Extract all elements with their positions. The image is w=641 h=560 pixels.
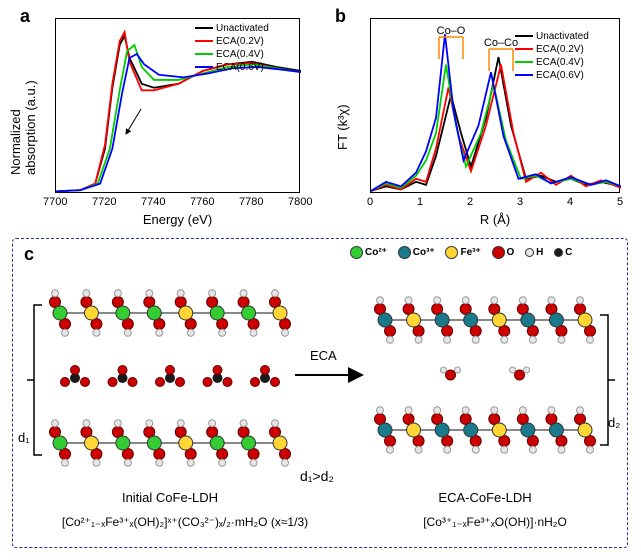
d1-label: d₁ bbox=[18, 430, 30, 445]
eca-label: ECA bbox=[310, 348, 337, 363]
eca-arrow bbox=[290, 360, 370, 390]
legend-a: UnactivatedECA(0.2V)ECA(0.4V)ECA(0.6V) bbox=[195, 22, 269, 74]
legend-b: UnactivatedECA(0.2V)ECA(0.4V)ECA(0.6V) bbox=[515, 30, 589, 82]
panel-a-label: a bbox=[20, 6, 30, 27]
chart-b-ylabel: FT (k³χ) bbox=[335, 70, 350, 150]
inequality-label: d₁>d₂ bbox=[300, 468, 334, 484]
ion-legend: Co²⁺ Co³⁺ Fe³⁺ O H C bbox=[350, 246, 580, 259]
svg-text:Co–O: Co–O bbox=[437, 25, 466, 37]
chart-a-ylabel: Normalized absorption (a.u.) bbox=[8, 45, 38, 175]
panel-c-label: c bbox=[24, 244, 34, 265]
svg-text:Co–Co: Co–Co bbox=[484, 37, 518, 49]
d2-label: d₂ bbox=[608, 415, 620, 430]
struct-left bbox=[45, 268, 295, 488]
chart-b-xlabel: R (Å) bbox=[370, 212, 620, 227]
left-title: Initial CoFe-LDH bbox=[45, 490, 295, 505]
struct-right bbox=[370, 280, 600, 475]
left-formula: [Co²⁺₁₋ₓFe³⁺ₓ(OH)₂]ˣ⁺(CO₃²⁻)ₓ/₂·mH₂O (x≈… bbox=[30, 515, 340, 529]
right-formula: [Co³⁺₁₋ₓFe³⁺ₓO(OH)]·nH₂O bbox=[380, 515, 610, 529]
chart-a-xlabel: Energy (eV) bbox=[55, 212, 300, 227]
right-title: ECA-CoFe-LDH bbox=[370, 490, 600, 505]
panel-b-label: b bbox=[335, 6, 346, 27]
arrow-a bbox=[126, 109, 141, 134]
